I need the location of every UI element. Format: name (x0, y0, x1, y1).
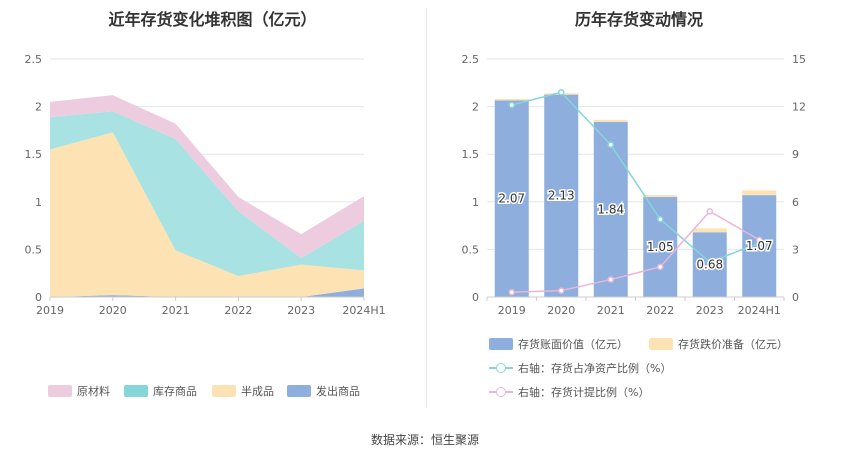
legend-label-provision-ratio: 右轴：存货计提比例（%） (518, 386, 650, 399)
point-右轴：存货计提比例（%）-2020 (558, 287, 565, 294)
bar-存货跌价准备（亿元）-2019 (494, 98, 529, 101)
bar-存货跌价准备（亿元）-2024H1 (742, 190, 777, 196)
legend-swatch-provision-ratio (489, 386, 513, 398)
x-tick-label: 2022 (224, 304, 252, 317)
x-tick-label: 2023 (287, 304, 315, 317)
y-tick-label: 1 (472, 196, 479, 209)
right-legend: 存货账面价值（亿元） 存货跌价准备（亿元） 右轴：存货占净资产比例（%） 右轴：… (428, 336, 850, 400)
legend-label-inventory-net-asset-ratio: 右轴：存货占净资产比例（%） (518, 362, 672, 375)
legend-swatch-semi-finished (212, 385, 236, 397)
bar-data-label: 2.13 (548, 189, 575, 203)
point-右轴：存货计提比例（%）-2023 (706, 208, 713, 215)
point-右轴：存货占净资产比例（%）-2023 (706, 258, 713, 266)
area-半成品 (50, 132, 364, 297)
y-tick-label: 0.5 (25, 243, 43, 256)
left-legend: 原材料 库存商品 半成品 发出商品 (0, 383, 425, 399)
legend-label-finished-goods: 库存商品 (153, 385, 197, 398)
bar-存货跌价准备（亿元）-2021 (593, 119, 628, 122)
legend-label-semi-finished: 半成品 (241, 385, 274, 398)
legend-swatch-finished-goods (124, 385, 148, 397)
legend-item-impairment-provision[interactable]: 存货跌价准备（亿元） (649, 336, 788, 352)
legend-swatch-impairment-provision (649, 338, 673, 350)
legend-swatch-book-value (489, 338, 513, 350)
y-tick-label: 1.5 (462, 148, 480, 161)
bar-存货跌价准备（亿元）-2022 (643, 195, 678, 198)
y-tick-label: 2.5 (462, 53, 480, 66)
legend-label-raw-materials: 原材料 (77, 385, 110, 398)
bar-data-label: 1.05 (647, 240, 674, 254)
legend-item-shipped-goods[interactable]: 发出商品 (287, 383, 360, 399)
x-tick-label: 2019 (498, 304, 526, 317)
x-tick-label: 2019 (36, 304, 64, 317)
x-tick-label: 2024H1 (342, 304, 385, 317)
y2-tick-label: 0 (792, 291, 799, 304)
point-右轴：存货占净资产比例（%）-2020 (558, 89, 565, 96)
y2-tick-label: 3 (792, 243, 799, 256)
y-tick-label: 0.5 (462, 243, 480, 256)
y-tick-label: 0 (35, 291, 42, 304)
legend-label-book-value: 存货账面价值（亿元） (518, 338, 628, 351)
point-右轴：存货计提比例（%）-2019 (508, 288, 515, 296)
x-tick-label: 2024H1 (738, 304, 781, 317)
line-右轴：存货计提比例（%） (511, 210, 760, 293)
legend-item-finished-goods[interactable]: 库存商品 (124, 383, 197, 399)
x-tick-label: 2022 (646, 304, 674, 317)
point-右轴：存货占净资产比例（%）-2022 (657, 216, 664, 223)
data-source-footer: 数据来源：恒生聚源 (370, 433, 479, 447)
bar-data-label: 2.07 (498, 191, 525, 205)
y2-tick-label: 12 (792, 101, 806, 114)
left-chart-title: 近年存货变化堆积图（亿元） (108, 10, 317, 29)
y2-tick-label: 9 (792, 148, 799, 161)
point-右轴：存货占净资产比例（%）-2019 (508, 101, 515, 109)
bar-data-label: 1.84 (597, 202, 624, 216)
y-tick-label: 2 (35, 101, 42, 114)
bar-存货账面价值（亿元）-2019 (494, 99, 529, 297)
point-右轴：存货计提比例（%）-2021 (607, 276, 614, 283)
x-tick-label: 2021 (162, 304, 190, 317)
area-原材料 (50, 95, 364, 258)
legend-item-raw-materials[interactable]: 原材料 (48, 383, 110, 399)
bar-line-combo-chart: 0 0.5 1 1.5 2 2.5 0 3 6 9 12 15 2.07 2.13 1.84 1.05 0.68… (462, 53, 807, 317)
bar-data-label: 0.68 (696, 258, 723, 272)
legend-label-impairment-provision: 存货跌价准备（亿元） (678, 338, 788, 351)
bar-存货账面价值（亿元）-2020 (544, 94, 579, 297)
legend-swatch-inventory-net-asset-ratio (489, 362, 513, 374)
area-发出商品 (50, 288, 364, 297)
bar-存货账面价值（亿元）-2021 (593, 121, 628, 297)
point-右轴：存货计提比例（%）-2022 (657, 263, 664, 271)
bar-存货账面价值（亿元）-2022 (643, 197, 678, 297)
area-库存商品 (50, 111, 364, 277)
x-tick-label: 2020 (547, 304, 575, 317)
line-右轴：存货占净资产比例（%） (511, 91, 760, 263)
y-tick-label: 2.5 (25, 53, 43, 66)
point-右轴：存货计提比例（%）-2024H1 (756, 236, 763, 244)
y-tick-label: 1 (35, 196, 42, 209)
x-tick-label: 2023 (696, 304, 724, 317)
legend-item-book-value[interactable]: 存货账面价值（亿元） (489, 336, 628, 352)
y2-tick-label: 15 (792, 53, 806, 66)
y-tick-label: 2 (472, 101, 479, 114)
right-chart-title: 历年存货变动情况 (574, 10, 703, 29)
legend-swatch-shipped-goods (287, 385, 311, 397)
right-chart-panel: 历年存货变动情况 0 0.5 1 1.5 2 2.5 0 3 6 9 12 15 2.07 2.13 1.8… (428, 0, 850, 410)
stacked-area-chart: 0 0.5 1 1.5 2 2.5 2019 2020 2021 2022 2023 2024H1 (25, 53, 386, 317)
y2-tick-label: 6 (792, 196, 799, 209)
legend-item-semi-finished[interactable]: 半成品 (212, 383, 274, 399)
point-右轴：存货占净资产比例（%）-2021 (607, 141, 614, 148)
legend-item-provision-ratio[interactable]: 右轴：存货计提比例（%） (489, 384, 649, 400)
x-tick-label: 2021 (597, 304, 625, 317)
left-chart-panel: 近年存货变化堆积图（亿元） 0 0.5 1 1.5 2 2.5 2019 2020 2021 20… (0, 0, 425, 410)
legend-label-shipped-goods: 发出商品 (316, 385, 360, 398)
x-tick-label: 2020 (99, 304, 127, 317)
bar-存货跌价准备（亿元）-2023 (692, 228, 727, 233)
y-tick-label: 1.5 (25, 148, 43, 161)
bar-data-label: 1.07 (746, 239, 773, 253)
legend-item-inventory-net-asset-ratio[interactable]: 右轴：存货占净资产比例（%） (489, 360, 671, 376)
y-tick-label: 0 (472, 291, 479, 304)
panel-divider (426, 8, 427, 408)
legend-swatch-raw-materials (48, 385, 72, 397)
